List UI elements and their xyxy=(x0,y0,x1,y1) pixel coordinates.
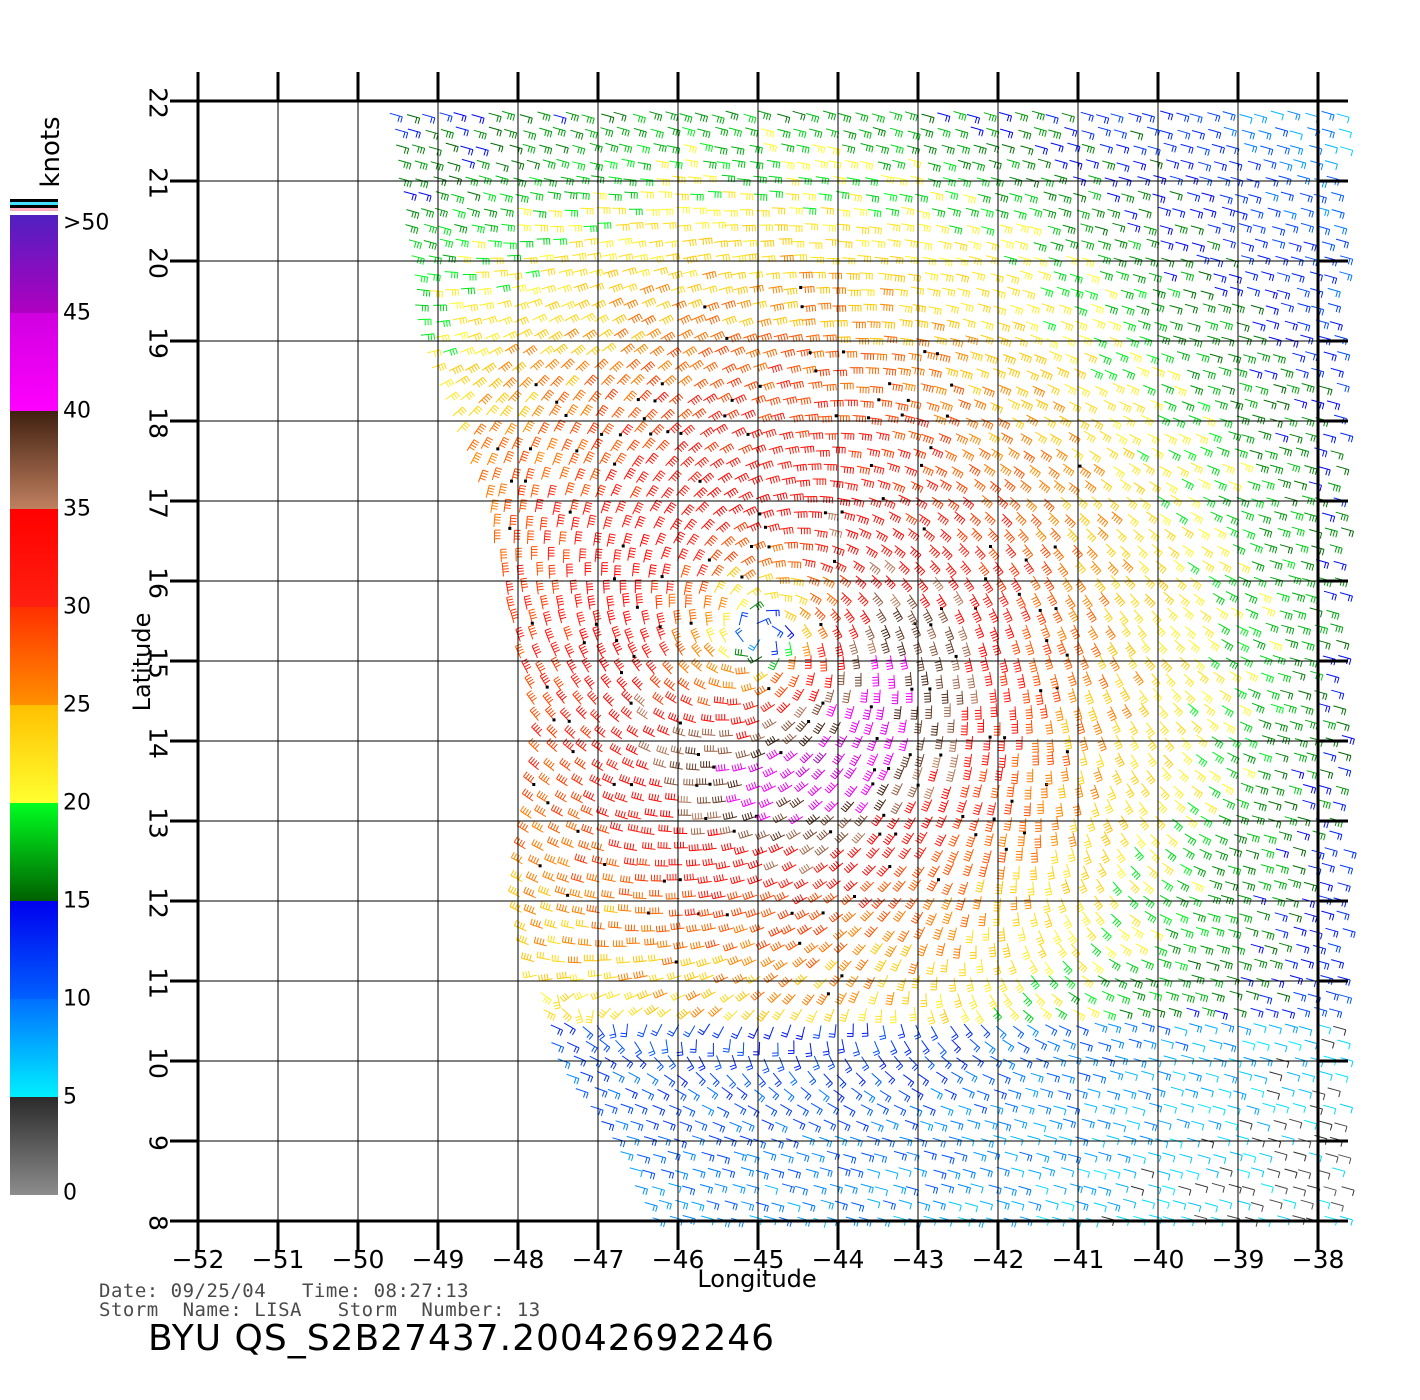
colorbar-cap-stripe xyxy=(10,205,58,208)
colorbar-band xyxy=(10,1097,58,1195)
latitude-tick-label: 13 xyxy=(143,807,173,839)
colorbar-band xyxy=(10,901,58,999)
colorbar-tick-label: 30 xyxy=(63,594,91,620)
plot-frame xyxy=(170,72,1348,1250)
colorbar-tick-label: 45 xyxy=(63,300,91,326)
lat-lon-grid xyxy=(197,100,1319,1222)
colorbar-cap-stripe xyxy=(10,199,58,202)
latitude-tick-label: 10 xyxy=(143,1047,173,1079)
latitude-tick-label: 21 xyxy=(143,167,173,199)
longitude-tick-label: −40 xyxy=(1131,1245,1185,1274)
colorbar-tick-label: 10 xyxy=(63,986,91,1012)
product-identifier: BYU QS_S2B27437.20042692246 xyxy=(148,1318,776,1359)
colorbar-band xyxy=(10,999,58,1097)
colorbar-band xyxy=(10,705,58,803)
colorbar-band xyxy=(10,215,58,313)
colorbar-unit-label: knots xyxy=(36,116,66,188)
longitude-tick-label: −48 xyxy=(491,1245,545,1274)
colorbar-tick-label: 25 xyxy=(63,692,91,718)
longitude-tick-label: −45 xyxy=(731,1245,785,1274)
longitude-tick-label: −42 xyxy=(971,1245,1025,1274)
latitude-tick-label: 17 xyxy=(143,487,173,519)
latitude-tick-label: 9 xyxy=(143,1135,173,1151)
latitude-tick-label: 14 xyxy=(143,727,173,759)
latitude-tick-label: 12 xyxy=(143,887,173,919)
latitude-tick-label: 22 xyxy=(143,87,173,119)
latitude-tick-label: 19 xyxy=(143,327,173,359)
colorbar-tick-label: >50 xyxy=(63,210,110,236)
longitude-tick-label: −50 xyxy=(331,1245,385,1274)
latitude-tick-label: 8 xyxy=(143,1215,173,1231)
date-time-line: Date: 09/25/04 Time: 08:27:13 xyxy=(99,1280,470,1302)
colorbar-tick-label: 40 xyxy=(63,398,91,424)
longitude-tick-label: −43 xyxy=(891,1245,945,1274)
colorbar-tick-label: 20 xyxy=(63,790,91,816)
longitude-tick-label: −44 xyxy=(811,1245,865,1274)
colorbar-cap-stripe xyxy=(10,202,58,205)
colorbar xyxy=(10,199,58,1195)
longitude-tick-label: −51 xyxy=(251,1245,305,1274)
colorbar-band xyxy=(10,411,58,509)
wind-barbs xyxy=(389,110,1357,1229)
x-axis-title: Longitude xyxy=(697,1265,817,1293)
longitude-tick-label: −47 xyxy=(571,1245,625,1274)
colorbar-tick-label: 15 xyxy=(63,888,91,914)
latitude-tick-label: 11 xyxy=(143,967,173,999)
colorbar-tick-label: 35 xyxy=(63,496,91,522)
latitude-tick-label: 15 xyxy=(143,647,173,679)
longitude-tick-label: −49 xyxy=(411,1245,465,1274)
longitude-tick-label: −38 xyxy=(1291,1245,1345,1274)
colorbar-band xyxy=(10,313,58,411)
longitude-tick-label: −52 xyxy=(171,1245,225,1274)
latitude-tick-label: 18 xyxy=(143,407,173,439)
longitude-tick-label: −39 xyxy=(1211,1245,1265,1274)
storm-name-number-line: Storm Name: LISA Storm Number: 13 xyxy=(99,1299,541,1321)
colorbar-tick-label: 5 xyxy=(63,1084,77,1110)
colorbar-band xyxy=(10,803,58,901)
colorbar-cap-stripe xyxy=(10,208,58,211)
colorbar-band xyxy=(10,509,58,607)
colorbar-tick-label: 0 xyxy=(63,1180,77,1206)
longitude-tick-label: −46 xyxy=(651,1245,705,1274)
latitude-tick-label: 20 xyxy=(143,247,173,279)
longitude-tick-label: −41 xyxy=(1051,1245,1105,1274)
colorbar-band xyxy=(10,607,58,705)
latitude-tick-label: 16 xyxy=(143,567,173,599)
